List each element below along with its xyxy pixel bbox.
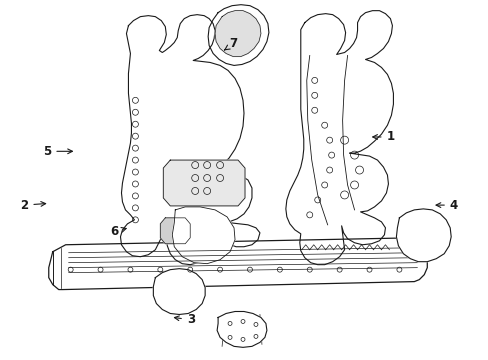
Text: 2: 2 (20, 199, 45, 212)
Polygon shape (208, 5, 268, 66)
Polygon shape (160, 218, 190, 244)
Polygon shape (153, 269, 205, 315)
Text: 3: 3 (174, 313, 195, 327)
Polygon shape (163, 160, 244, 206)
Text: 4: 4 (435, 199, 457, 212)
Polygon shape (49, 238, 427, 289)
Polygon shape (215, 11, 261, 57)
Polygon shape (396, 209, 450, 262)
Polygon shape (285, 11, 393, 265)
Text: 1: 1 (372, 130, 394, 144)
Polygon shape (120, 15, 260, 265)
Text: 6: 6 (110, 225, 126, 238)
Text: 5: 5 (43, 145, 72, 158)
Polygon shape (172, 207, 235, 264)
Polygon shape (217, 311, 266, 347)
Text: 7: 7 (224, 37, 237, 50)
